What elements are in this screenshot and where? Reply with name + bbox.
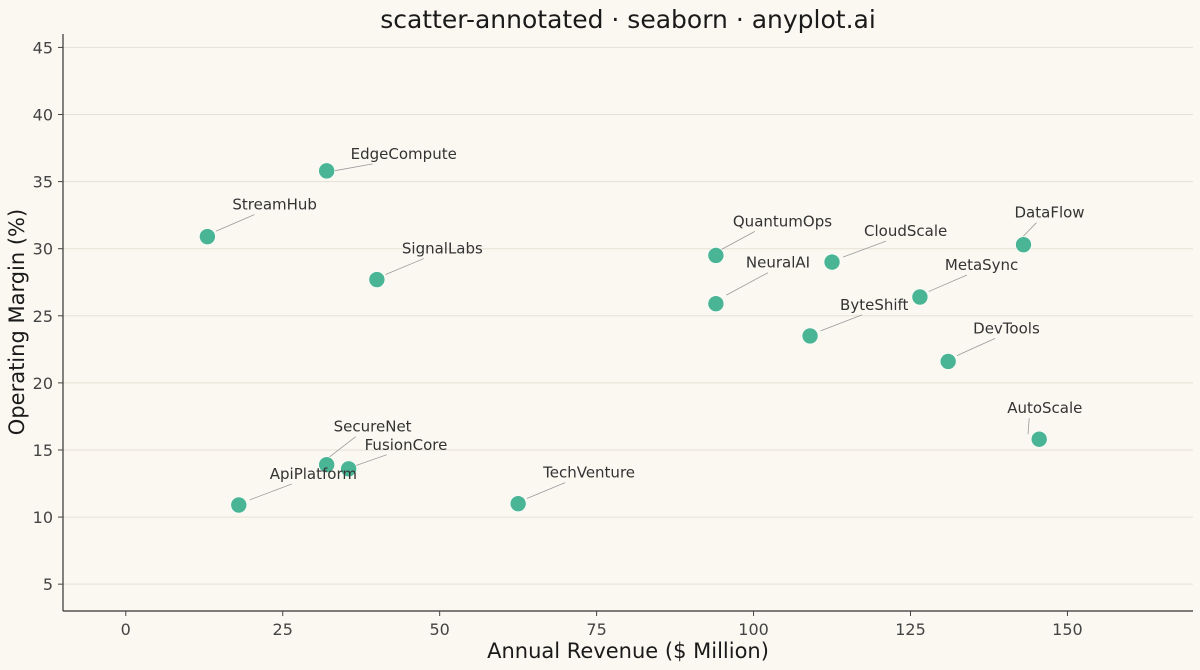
y-tick-label: 5 [43,575,53,594]
data-point [939,353,957,370]
point-label: DataFlow [1015,204,1085,222]
y-tick-label: 10 [33,508,53,527]
y-tick-label: 20 [33,374,53,393]
x-tick-label: 0 [121,620,131,639]
leader-line [820,314,863,332]
y-tick-label: 15 [33,441,53,460]
x-tick-label: 50 [429,620,449,639]
data-point [230,496,248,514]
y-tick-label: 30 [33,240,53,259]
ticks: 5 10 15 20 25 30 35 40 45 0 25 50 75 100 125 150 [33,38,1083,639]
leader-line [1027,418,1030,435]
data-point [707,295,725,313]
x-tick-label: 100 [738,620,769,639]
point-label: SignalLabs [402,240,483,258]
leader-line [249,483,292,501]
chart-title: scatter-annotated · seaborn · anyplot.ai [380,5,876,34]
leader-line [721,231,756,250]
data-point [1015,236,1032,253]
x-tick-label: 125 [895,620,926,639]
point-label: EdgeCompute [351,145,457,163]
data-point [823,253,841,271]
leader-line [726,272,769,296]
y-tick-label: 40 [33,106,53,125]
data-point [509,495,527,512]
leader-line [385,258,425,275]
point-label: NeuralAI [746,254,810,272]
point-label: TechVenture [542,464,635,482]
point-label: ApiPlatform [270,465,357,483]
data-point [707,247,725,264]
point-label: ByteShift [840,296,908,314]
data-points [199,162,1048,514]
grid-lines [63,46,1193,585]
point-label: AutoScale [1007,399,1082,417]
data-point [801,327,819,345]
data-point [199,228,216,245]
y-tick-label: 25 [33,307,53,326]
leader-line [843,240,887,258]
leader-line [354,454,387,467]
leader-line [928,274,968,292]
leader-line [334,163,373,172]
point-label: MetaSync [945,256,1018,274]
point-label: QuantumOps [733,212,832,230]
axes [62,34,1193,612]
x-tick-label: 25 [273,620,293,639]
leader-line [526,482,566,499]
data-point [368,271,386,288]
y-tick-label: 35 [33,173,53,192]
y-tick-label: 45 [33,38,53,57]
data-point [911,288,929,306]
point-label: SecureNet [334,418,412,436]
point-label: StreamHub [232,196,317,214]
point-label: DevTools [973,319,1040,337]
leader-line [956,338,996,356]
point-label: CloudScale [864,222,947,240]
leader-line [328,436,356,458]
data-point [318,456,335,474]
leader-lines [215,163,1037,501]
point-label: FusionCore [365,436,448,454]
x-tick-label: 75 [586,620,606,639]
point-labels: EdgeCompute StreamHub SignalLabs QuantumOps… [232,145,1084,483]
leader-line [215,214,255,232]
data-point [1030,430,1048,448]
data-point [318,162,335,180]
y-axis-title: Operating Margin (%) [5,209,29,435]
data-point [340,460,357,478]
x-axis-title: Annual Revenue ($ Million) [487,639,769,663]
x-tick-label: 150 [1052,620,1083,639]
